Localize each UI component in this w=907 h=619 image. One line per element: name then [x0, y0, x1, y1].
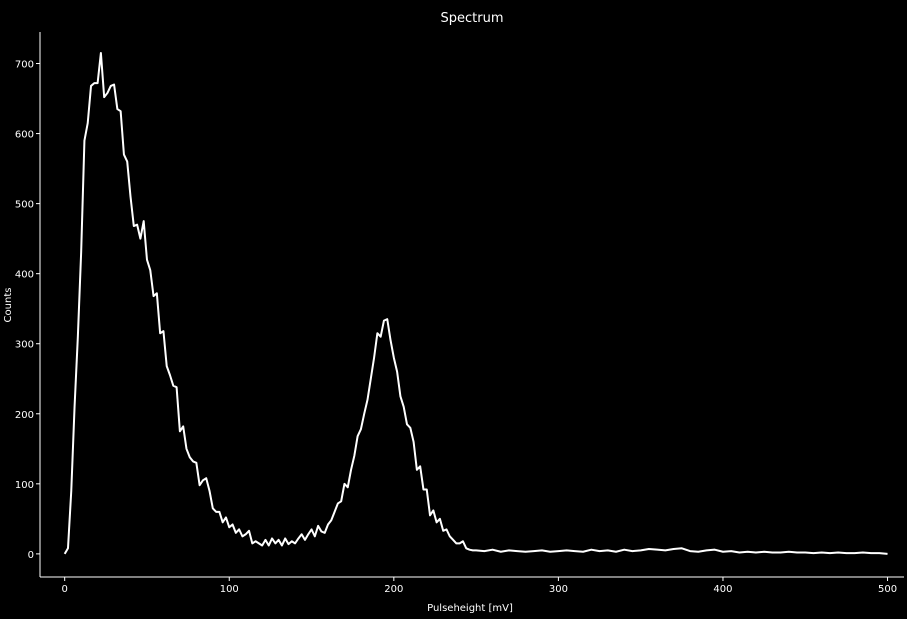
- x-tick-label: 300: [549, 584, 568, 595]
- x-axis-label: Pulseheight [mV]: [427, 603, 513, 614]
- x-tick-label: 100: [220, 584, 239, 595]
- x-tick-label: 400: [713, 584, 732, 595]
- y-tick-label: 600: [15, 130, 34, 141]
- x-tick-label: 500: [878, 584, 897, 595]
- y-axis-ticks: 0 100 200 300 400 500 600 700: [15, 60, 40, 561]
- x-tick-label: 200: [384, 584, 403, 595]
- y-tick-label: 100: [15, 480, 34, 491]
- x-tick-label: 0: [61, 584, 67, 595]
- y-tick-label: 300: [15, 340, 34, 351]
- x-axis-ticks: 0 100 200 300 400 500: [61, 577, 897, 595]
- y-tick-label: 400: [15, 270, 34, 281]
- y-tick-label: 700: [15, 60, 34, 71]
- y-tick-label: 200: [15, 410, 34, 421]
- y-axis-label: Counts: [3, 288, 14, 323]
- y-tick-label: 0: [28, 550, 34, 561]
- chart-title: Spectrum: [441, 11, 504, 26]
- spectrum-series-line: [63, 52, 888, 555]
- y-tick-label: 500: [15, 200, 34, 211]
